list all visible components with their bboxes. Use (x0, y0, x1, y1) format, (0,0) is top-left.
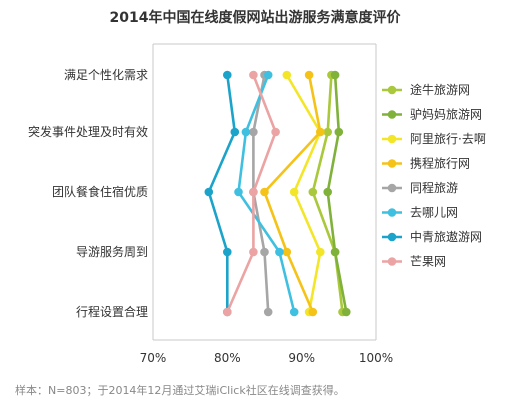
data-point (316, 127, 325, 137)
data-point (304, 70, 314, 80)
data-point (260, 247, 269, 257)
data-point (223, 70, 232, 80)
x-tick-label: 100% (359, 351, 393, 365)
legend-marker (387, 159, 397, 168)
category-label: 导游服务周到 (76, 244, 148, 259)
data-point (241, 127, 251, 137)
legend-label: 中青旅遨游网 (410, 229, 482, 244)
legend-label: 阿里旅行·去啊 (410, 132, 486, 146)
data-point (275, 247, 284, 257)
legend-marker (387, 257, 397, 266)
legend-label: 同程旅游 (410, 180, 458, 195)
data-point (223, 307, 232, 317)
legend-marker (387, 208, 397, 217)
chart-title: 2014年中国在线度假网站出游服务满意度评价 (110, 9, 402, 26)
category-label: 满足个性化需求 (64, 68, 148, 82)
data-point (282, 70, 292, 80)
legend-marker (387, 110, 397, 119)
data-point (282, 247, 292, 257)
data-point (289, 307, 299, 317)
data-point (308, 187, 318, 197)
data-point (308, 307, 318, 317)
data-point (204, 187, 214, 197)
data-point (323, 127, 333, 137)
legend-label: 芒果网 (410, 254, 446, 269)
data-point (249, 187, 258, 197)
data-point (271, 127, 280, 137)
legend-label: 去哪儿网 (410, 206, 458, 220)
category-label: 行程设置合理 (76, 304, 148, 319)
legend-label: 携程旅行网 (410, 156, 470, 171)
legend-marker (387, 134, 397, 144)
data-point (316, 247, 325, 257)
data-point (223, 247, 232, 257)
x-tick-label: 90% (288, 351, 315, 365)
category-label: 突发事件处理及时有效 (28, 124, 148, 139)
legend-marker (387, 85, 397, 95)
footnote: 样本：N=803；于2014年12月通过艾瑞iClick社区在线调查获得。 (15, 383, 345, 397)
x-tick-label: 80% (214, 351, 241, 365)
data-point (263, 70, 273, 80)
data-point (330, 247, 340, 257)
data-point (342, 307, 351, 317)
legend-label: 途牛旅游网 (410, 82, 470, 97)
data-point (289, 187, 299, 197)
legend-label: 驴妈妈旅游网 (410, 107, 482, 122)
x-tick-label: 70% (140, 351, 167, 365)
data-point (334, 127, 344, 137)
data-point (330, 70, 340, 80)
data-point (234, 187, 243, 197)
data-point (263, 307, 273, 317)
data-point (323, 187, 333, 197)
data-point (230, 127, 240, 137)
data-point (249, 127, 258, 137)
data-point (260, 187, 269, 197)
category-label: 团队餐食住宿优质 (52, 184, 148, 199)
data-point (249, 70, 258, 80)
legend-marker (387, 232, 397, 242)
legend-marker (387, 183, 397, 193)
data-point (249, 247, 258, 257)
